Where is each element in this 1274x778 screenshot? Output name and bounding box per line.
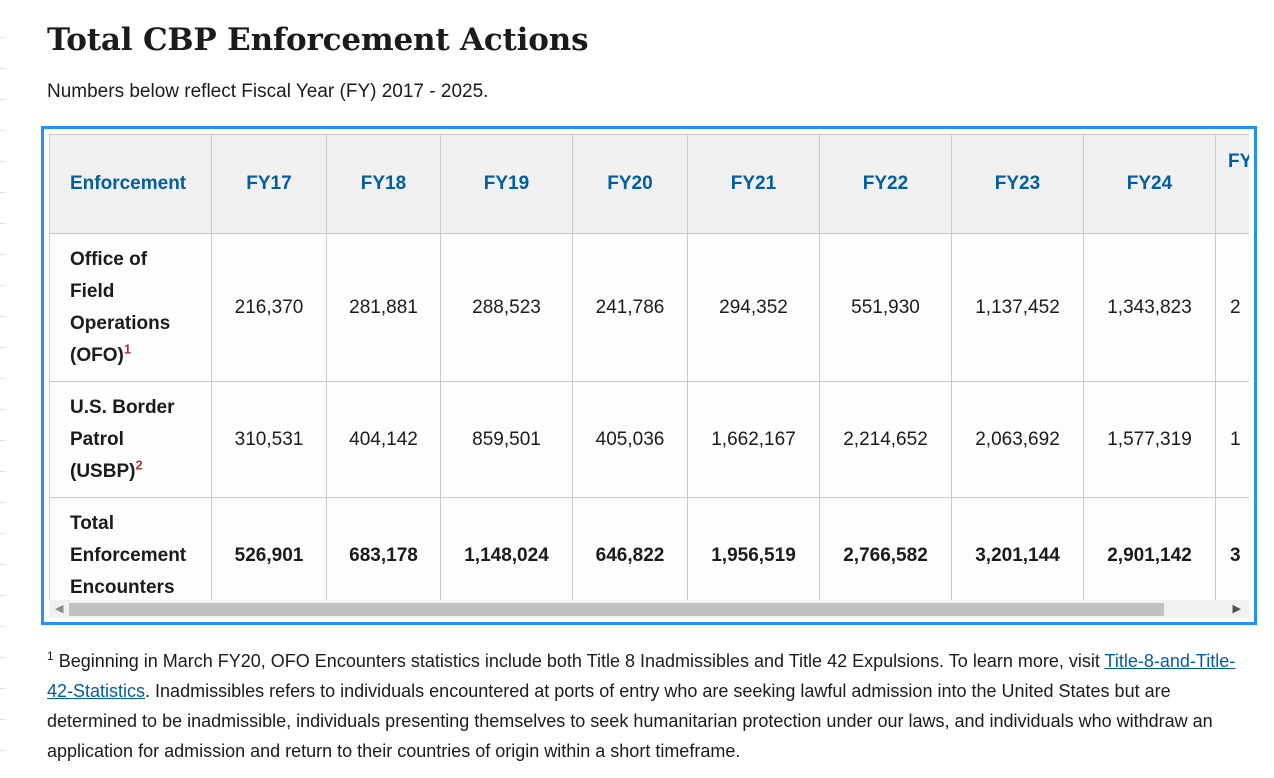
table-cell: 3,201,144: [951, 497, 1084, 600]
table-cell: 1,343,823: [1083, 233, 1216, 382]
row-label-line: (USBP): [70, 460, 136, 482]
table-header-row: Enforcement FY17 FY18 FY19 FY20 FY21 FY2…: [49, 134, 1249, 234]
footnote-text-after: . Inadmissibles refers to individuals en…: [47, 681, 1213, 761]
footnote-marker: 1: [123, 341, 132, 357]
row-label-ofo: Office of Field Operations (OFO)1: [49, 233, 212, 382]
table-viewport: Enforcement FY17 FY18 FY19 FY20 FY21 FY2…: [49, 134, 1249, 600]
table-cell: 1,956,519: [687, 497, 820, 600]
row-label-line: U.S. Border: [70, 396, 175, 418]
table-cell: 241,786: [572, 233, 688, 382]
table-cell-partial: 3: [1215, 497, 1249, 600]
enforcement-table-scroll-container[interactable]: Enforcement FY17 FY18 FY19 FY20 FY21 FY2…: [41, 126, 1257, 625]
table-cell: 2,214,652: [819, 381, 952, 498]
table-cell: 288,523: [440, 233, 573, 382]
footnote-marker: 2: [135, 457, 143, 473]
table-cell: 683,178: [326, 497, 441, 600]
table-cell: 646,822: [572, 497, 688, 600]
table-cell: 551,930: [819, 233, 952, 382]
row-label-line: Total: [70, 512, 114, 534]
table-cell-partial: 1: [1215, 381, 1249, 498]
table-cell: 2,063,692: [951, 381, 1084, 498]
table-cell: 2,766,582: [819, 497, 952, 600]
scroll-left-arrow-icon[interactable]: ◀: [55, 603, 64, 615]
footnote-text-before: Beginning in March FY20, OFO Encounters …: [53, 651, 1105, 671]
row-label-line: Office of: [70, 248, 148, 270]
table-cell: 294,352: [687, 233, 820, 382]
page-edge-ticks: [0, 0, 8, 778]
table-cell: 1,662,167: [687, 381, 820, 498]
row-label-line: Enforcement: [70, 544, 187, 566]
row-label-line: (OFO): [70, 344, 124, 366]
row-label-total: Total Enforcement Encounters: [49, 497, 212, 600]
header-fy23: FY23: [951, 134, 1084, 234]
row-label-usbp: U.S. Border Patrol (USBP)2: [49, 381, 212, 498]
table-cell-partial: 2: [1215, 233, 1249, 382]
table-cell: 216,370: [211, 233, 327, 382]
table-row-usbp: U.S. Border Patrol (USBP)2 310,531 404,1…: [49, 381, 1249, 498]
scroll-right-arrow-icon[interactable]: ▶: [1232, 603, 1241, 615]
header-fy18: FY18: [326, 134, 441, 234]
table-cell: 1,148,024: [440, 497, 573, 600]
table-cell: 526,901: [211, 497, 327, 600]
table-cell: 2,901,142: [1083, 497, 1216, 600]
page-title: Total CBP Enforcement Actions: [47, 22, 589, 58]
header-fy25-partial: FY: [1215, 134, 1249, 234]
footnote-number: 1: [47, 649, 54, 663]
enforcement-table: Enforcement FY17 FY18 FY19 FY20 FY21 FY2…: [49, 134, 1249, 600]
scrollbar-thumb[interactable]: [69, 603, 1164, 616]
row-label-line: Encounters: [70, 576, 175, 598]
header-fy21: FY21: [687, 134, 820, 234]
row-label-line: Field: [70, 280, 115, 302]
table-cell: 405,036: [572, 381, 688, 498]
table-cell: 404,142: [326, 381, 441, 498]
horizontal-scrollbar[interactable]: ◀ ▶: [49, 600, 1249, 618]
header-enforcement: Enforcement: [49, 134, 212, 234]
header-fy24: FY24: [1083, 134, 1216, 234]
table-cell: 1,137,452: [951, 233, 1084, 382]
row-label-line: Patrol: [70, 428, 124, 450]
row-label-line: Operations: [70, 312, 171, 334]
header-fy19: FY19: [440, 134, 573, 234]
header-fy20: FY20: [572, 134, 688, 234]
title-8-title-42-statistics-link[interactable]: Title-8-and-Title-42-Statistics: [47, 651, 1236, 701]
table-cell: 1,577,319: [1083, 381, 1216, 498]
table-row-ofo: Office of Field Operations (OFO)1 216,37…: [49, 233, 1249, 382]
page-subtitle: Numbers below reflect Fiscal Year (FY) 2…: [47, 81, 489, 102]
table-cell: 859,501: [440, 381, 573, 498]
header-fy17: FY17: [211, 134, 327, 234]
header-fy22: FY22: [819, 134, 952, 234]
table-cell: 310,531: [211, 381, 327, 498]
table-row-total: Total Enforcement Encounters 526,901 683…: [49, 497, 1249, 600]
footnote-1: 1 Beginning in March FY20, OFO Encounter…: [47, 646, 1247, 766]
table-cell: 281,881: [326, 233, 441, 382]
